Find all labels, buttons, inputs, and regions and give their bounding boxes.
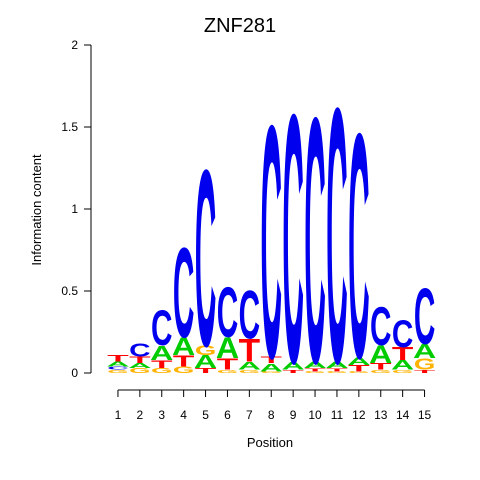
x-tick-label: 4 xyxy=(180,408,187,422)
glyph-a-pos-8: A xyxy=(260,361,283,374)
glyph-t-pos-12: T xyxy=(348,364,370,374)
x-tick-label: 7 xyxy=(246,408,253,422)
glyph-c-pos-13: C xyxy=(370,297,391,358)
glyph-a-pos-7: A xyxy=(238,360,261,373)
glyph-t-pos-2: T xyxy=(129,355,151,365)
glyph-a-pos-14: A xyxy=(391,358,414,373)
y-axis: 0 0.5 1 1.5 2 xyxy=(61,38,92,380)
glyph-a-pos-11: A xyxy=(325,360,348,370)
glyph-a-pos-1: A xyxy=(106,360,130,368)
x-tick-label: 10 xyxy=(308,408,322,422)
x-tick-label: 3 xyxy=(158,408,165,422)
x-tick-label: 5 xyxy=(202,408,209,422)
glyph-t-pos-8: T xyxy=(261,355,283,365)
x-tick-label: 6 xyxy=(224,408,231,422)
glyph-c-pos-9: C xyxy=(282,42,303,438)
glyph-a-pos-9: A xyxy=(282,360,305,373)
glyph-c-pos-1: C xyxy=(107,366,128,371)
glyph-a-pos-4: A xyxy=(172,333,195,361)
glyph-g-pos-3: G xyxy=(151,367,172,375)
glyph-a-pos-13: A xyxy=(369,341,392,369)
glyph-c-pos-6: C xyxy=(217,273,238,353)
glyph-a-pos-6: A xyxy=(216,331,239,365)
x-tick-label: 2 xyxy=(137,408,144,422)
glyph-c-pos-3: C xyxy=(151,300,172,356)
glyph-c-pos-14: C xyxy=(392,313,413,356)
y-tick-label: 1 xyxy=(71,202,78,216)
glyph-t-pos-7: T xyxy=(239,334,261,369)
glyph-t-pos-5: T xyxy=(195,367,217,375)
glyph-a-pos-2: A xyxy=(128,362,152,370)
glyph-g-pos-7: G xyxy=(239,369,260,374)
glyph-g-pos-1: G xyxy=(107,369,128,374)
x-tick-label: 12 xyxy=(352,408,366,422)
glyph-c-pos-2: C xyxy=(129,341,151,361)
x-axis-title: Position xyxy=(247,435,293,450)
glyph-t-pos-4: T xyxy=(173,352,195,370)
glyph-c-pos-5: C xyxy=(195,119,216,400)
glyph-g-pos-4: G xyxy=(173,365,194,375)
glyph-g-pos-15: G xyxy=(414,356,435,374)
glyph-g-pos-5: G xyxy=(195,342,216,358)
y-tick-label: 0.5 xyxy=(61,284,78,298)
glyph-g-pos-14: G xyxy=(392,369,413,374)
y-tick-label: 0 xyxy=(71,366,78,380)
glyph-g-pos-2: G xyxy=(129,367,150,375)
x-tick-label: 14 xyxy=(396,408,410,422)
glyph-c-pos-11: C xyxy=(326,32,347,439)
glyph-a-pos-15: A xyxy=(413,340,436,363)
x-axis: 1 2 3 4 5 6 7 8 9 10 11 12 13 14 15 xyxy=(115,389,432,422)
glyph-g-pos-10: G xyxy=(304,371,325,374)
glyph-a-pos-12: A xyxy=(347,355,370,368)
glyph-t-pos-6: T xyxy=(217,355,239,373)
glyph-c-pos-12: C xyxy=(348,68,369,426)
x-tick-label: 11 xyxy=(331,408,344,422)
y-tick-label: 1.5 xyxy=(61,120,78,134)
glyph-t-pos-1: T xyxy=(107,354,129,364)
glyph-g-pos-11: G xyxy=(326,371,347,374)
glyph-t-pos-3: T xyxy=(151,358,173,371)
x-tick-label: 9 xyxy=(290,408,297,422)
glyph-a-pos-3: A xyxy=(150,342,173,365)
x-tick-label: 1 xyxy=(115,408,122,422)
glyph-g-pos-12: G xyxy=(348,371,369,374)
glyph-a-pos-10: A xyxy=(303,360,326,370)
glyph-g-pos-13: G xyxy=(370,369,391,374)
glyph-t-pos-14: T xyxy=(392,344,413,364)
x-tick-label: 13 xyxy=(374,408,388,422)
glyph-t-pos-11: T xyxy=(326,367,348,372)
glyph-a-pos-5: A xyxy=(194,351,217,372)
glyph-c-pos-4: C xyxy=(173,221,194,364)
x-tick-label: 8 xyxy=(268,408,275,422)
glyph-g-pos-8: G xyxy=(261,371,282,374)
glyph-c-pos-7: C xyxy=(239,278,260,355)
glyph-c-pos-8: C xyxy=(261,57,282,427)
glyph-c-pos-15: C xyxy=(414,271,435,361)
glyph-t-pos-13: T xyxy=(370,362,392,372)
y-axis-title: Information content xyxy=(29,154,44,266)
glyph-t-pos-9: T xyxy=(282,369,304,374)
glyph-c-pos-10: C xyxy=(304,44,325,436)
glyph-t-pos-10: T xyxy=(304,367,326,372)
x-tick-label: 15 xyxy=(418,408,432,422)
chart-title: ZNF281 xyxy=(204,15,276,37)
y-tick-label: 2 xyxy=(71,38,78,52)
glyph-t-pos-15: T xyxy=(414,369,436,374)
glyph-g-pos-6: G xyxy=(217,369,238,374)
